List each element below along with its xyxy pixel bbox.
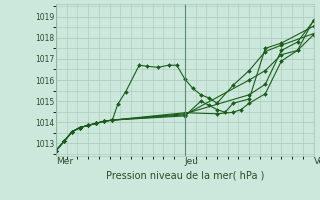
X-axis label: Pression niveau de la mer( hPa ): Pression niveau de la mer( hPa ) [106,171,264,181]
